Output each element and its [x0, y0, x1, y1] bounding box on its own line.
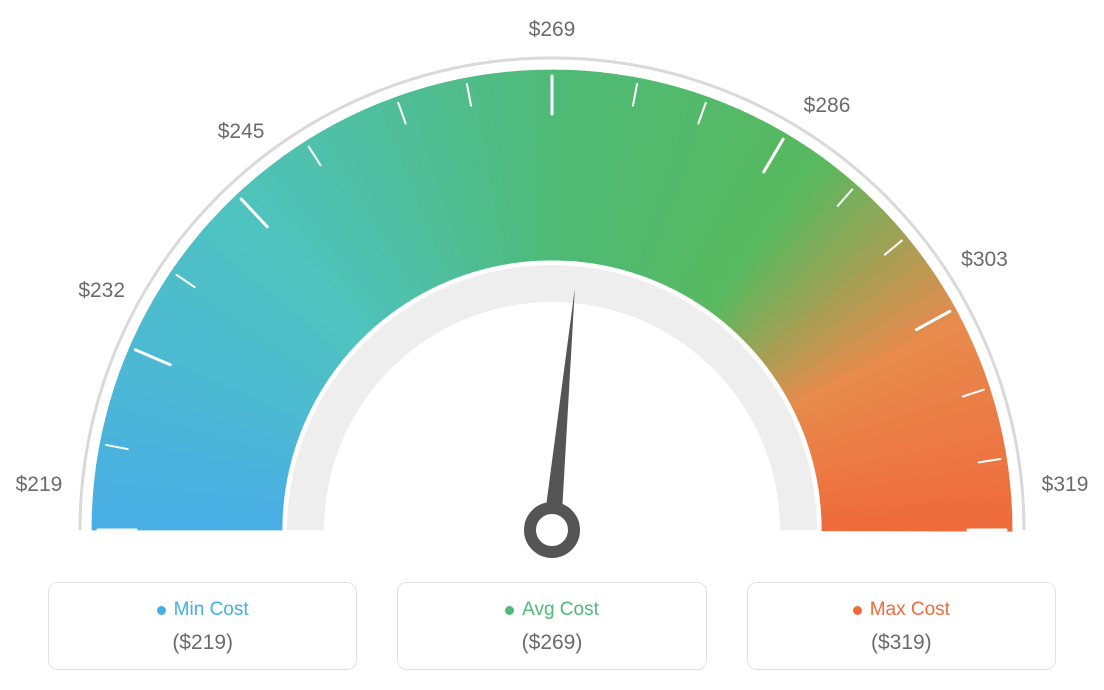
gauge-tick-label: $286 [804, 94, 851, 118]
dot-icon [853, 606, 862, 615]
gauge-tick-label: $303 [961, 248, 1008, 272]
gauge-tick-label: $219 [16, 473, 63, 497]
legend-card-avg: Avg Cost ($269) [397, 582, 706, 670]
legend: Min Cost ($219) Avg Cost ($269) Max Cost… [0, 582, 1104, 670]
gauge-tick-label: $269 [529, 18, 576, 42]
legend-value: ($269) [408, 631, 695, 655]
legend-label: Max Cost [870, 599, 950, 621]
legend-label: Avg Cost [522, 599, 599, 621]
gauge-tick-label: $319 [1042, 473, 1089, 497]
legend-card-max: Max Cost ($319) [747, 582, 1056, 670]
legend-value: ($219) [59, 631, 346, 655]
legend-title-min: Min Cost [157, 599, 249, 621]
dot-icon [157, 606, 166, 615]
gauge-tick-label: $245 [218, 120, 265, 144]
gauge-svg [0, 0, 1104, 560]
legend-card-min: Min Cost ($219) [48, 582, 357, 670]
gauge-needle-hub [530, 508, 574, 552]
legend-value: ($319) [758, 631, 1045, 655]
legend-title-max: Max Cost [853, 599, 950, 621]
legend-label: Min Cost [174, 599, 249, 621]
gauge-tick-label: $232 [78, 279, 125, 303]
cost-gauge: $219 $232 $245 $269 $286 $303 $319 [0, 0, 1104, 560]
dot-icon [505, 606, 514, 615]
gauge-needle [543, 288, 575, 531]
legend-title-avg: Avg Cost [505, 599, 599, 621]
